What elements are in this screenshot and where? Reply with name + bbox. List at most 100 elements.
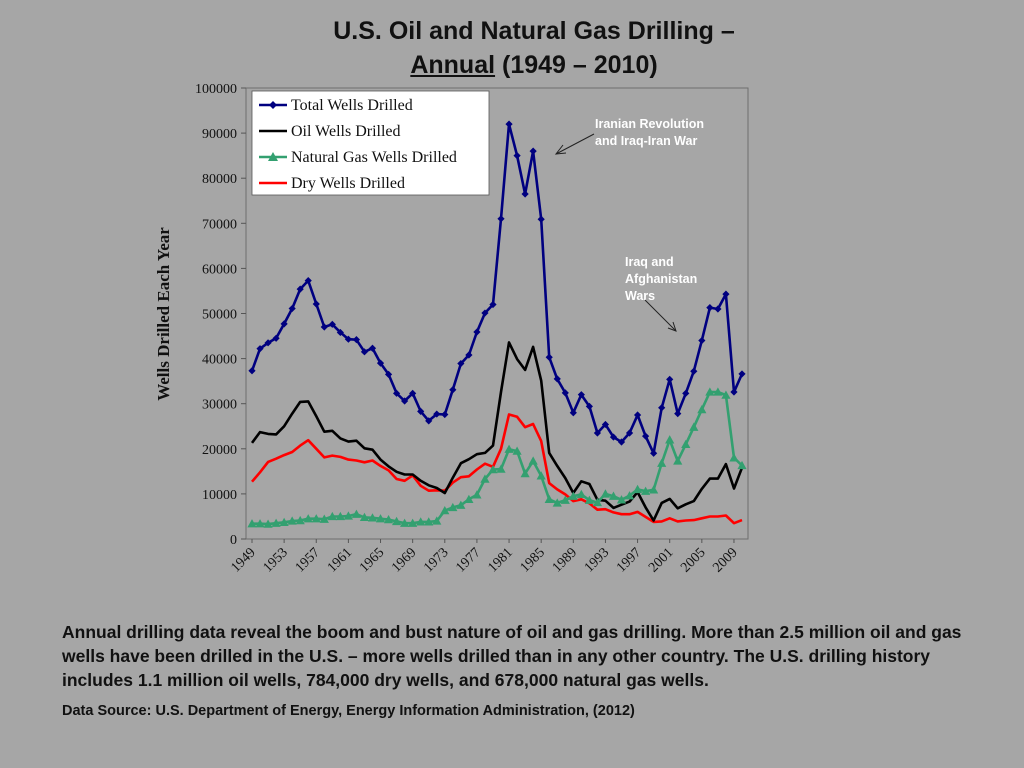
x-tick-label: 1997 [614, 545, 644, 575]
gas-wells-point [263, 519, 273, 528]
gas-wells-point [408, 518, 418, 527]
total-wells-point [505, 120, 513, 128]
total-wells-point [304, 276, 312, 285]
total-wells-point [409, 389, 417, 397]
x-tick-label: 1957 [293, 545, 323, 575]
total-wells-point [417, 407, 425, 415]
total-wells-point [730, 388, 738, 396]
gas-wells-point [584, 495, 594, 504]
y-tick-label: 100000 [195, 82, 237, 97]
total-wells-point [698, 336, 706, 345]
total-wells-point [368, 344, 377, 352]
total-wells-point [650, 449, 658, 457]
annotation-arrow [555, 133, 595, 155]
total-wells-point [457, 359, 465, 368]
total-wells-point [706, 304, 714, 312]
legend-marker [268, 152, 278, 161]
gas-wells-point [528, 456, 538, 465]
gas-wells-point [616, 495, 627, 504]
legend-label: Natural Gas Wells Drilled [291, 149, 457, 166]
total-wells-point [248, 367, 256, 375]
title-line-2: Annual (1949 – 2010) [0, 48, 1024, 82]
total-wells-point [465, 351, 473, 359]
total-wells-point [280, 320, 288, 328]
x-tick-label: 1985 [518, 545, 548, 575]
gas-wells-point [472, 490, 482, 499]
caption-text: Annual drilling data reveal the boom and… [62, 622, 962, 690]
gas-wells-point [303, 514, 313, 523]
gas-wells-point [649, 485, 659, 494]
total-wells-point [497, 215, 505, 223]
title-annual: Annual [410, 51, 496, 79]
annotation-text: Afghanistan [625, 272, 697, 286]
gas-wells-point [608, 491, 619, 500]
total-wells-point [593, 429, 602, 437]
legend-label: Total Wells Drilled [291, 97, 413, 114]
y-tick-label: 20000 [202, 443, 237, 458]
annotation-text: Wars [625, 289, 655, 303]
gas-wells-point [343, 511, 353, 520]
annotation-arrowhead [554, 144, 567, 155]
gas-wells-point [367, 513, 378, 522]
total-wells-point [489, 300, 497, 309]
total-wells-point [288, 304, 296, 313]
gas-wells-point [247, 519, 257, 528]
gas-wells-point [440, 505, 450, 515]
total-wells-point [666, 375, 674, 383]
total-wells-point [569, 409, 577, 417]
total-wells-point [682, 389, 690, 397]
gas-wells-point [480, 474, 490, 483]
gas-wells-point [351, 509, 362, 518]
chart-title: U.S. Oil and Natural Gas Drilling – Annu… [0, 14, 1024, 82]
x-tick-label: 1981 [485, 545, 515, 575]
gas-wells-point [319, 514, 329, 523]
gas-wells-point [729, 453, 739, 462]
total-wells-point [425, 417, 433, 425]
gas-wells-point [456, 500, 466, 509]
gas-wells-point [279, 517, 289, 526]
gas-wells-point [592, 497, 603, 507]
total-wells-point [545, 353, 553, 361]
data-source: Data Source: U.S. Department of Energy, … [62, 703, 635, 719]
total-wells-point [320, 323, 328, 331]
series-line-dry-wells-drilled [251, 413, 743, 525]
total-wells-point [401, 397, 409, 405]
y-axis-label: Wells Drilled Each Year [154, 227, 173, 401]
total-wells-point [328, 320, 336, 328]
x-tick-label: 1977 [453, 545, 483, 575]
y-tick-label: 90000 [202, 127, 237, 142]
gas-wells-point [544, 494, 554, 503]
gas-wells-point [432, 516, 442, 525]
legend: Total Wells Drilled Oil Wells Drilled Natu… [251, 90, 490, 196]
gas-wells-point [705, 387, 715, 396]
x-tick-label: 2001 [646, 545, 676, 575]
gas-wells-point [665, 435, 675, 444]
gas-wells-point [737, 460, 747, 470]
gas-wells-point [488, 464, 498, 474]
x-tick-label: 1973 [421, 545, 451, 575]
gas-wells-point [681, 439, 691, 448]
gas-wells-point [400, 518, 410, 527]
gas-wells-point [424, 517, 434, 526]
total-wells-point [376, 359, 385, 367]
x-tick-label: 2005 [678, 545, 708, 575]
legend-label: Oil Wells Drilled [291, 123, 401, 140]
y-tick-label: 10000 [202, 488, 237, 503]
gas-wells-point [657, 458, 667, 467]
total-wells-point [521, 190, 529, 198]
x-tick-label: 2009 [710, 545, 740, 575]
total-wells-point [561, 389, 569, 397]
total-wells-point [264, 339, 272, 347]
gas-wells-point [568, 491, 578, 500]
y-tick-label: 50000 [202, 308, 237, 323]
gas-wells-point [271, 518, 281, 527]
annotations: Iranian Revolution and Iraq-Iran War Iraq … [554, 117, 704, 332]
total-wells-point [360, 348, 369, 356]
annotation-arrowhead [667, 321, 677, 332]
gas-wells-point [697, 404, 707, 414]
title-years: (1949 – 2010) [495, 51, 658, 79]
total-wells-point [722, 290, 730, 298]
gas-wells-point [311, 514, 321, 523]
gas-wells-point [536, 471, 546, 480]
legend-label: Dry Wells Drilled [291, 175, 405, 192]
